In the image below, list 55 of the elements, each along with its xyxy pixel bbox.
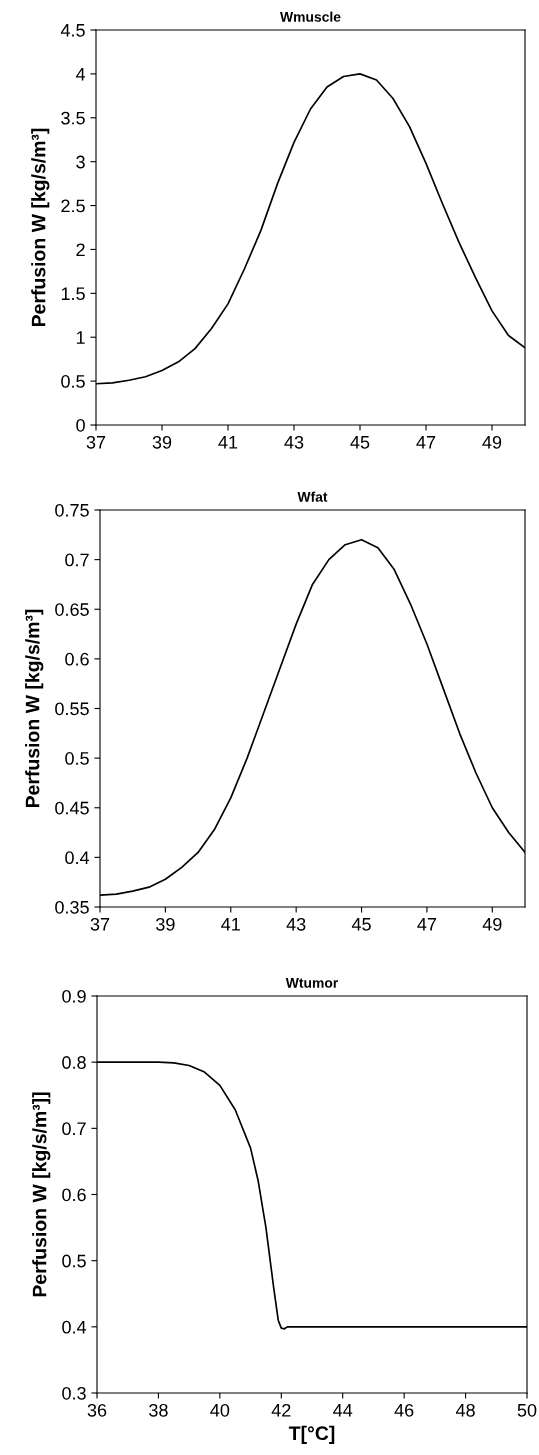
x-tick-label: 36 (87, 1403, 107, 1417)
y-tick-label: 1.5 (61, 287, 85, 301)
x-tick-label: 44 (333, 1404, 353, 1417)
y-tick-label: 0.5 (65, 752, 89, 765)
y-tick-label: 0.65 (55, 603, 89, 616)
y-tick-label: 0.6 (62, 1188, 86, 1202)
x-tick-label: 48 (455, 1403, 475, 1417)
y-tick-label: 0 (76, 418, 85, 432)
y-tick-label: 0.5 (61, 375, 85, 388)
x-tick-label: 41 (221, 918, 240, 931)
y-tick-label: 0.55 (55, 702, 89, 716)
y-axis-title: Perfusion W [kg/s/m³] (25, 609, 44, 808)
y-tick-label: 0.6 (65, 652, 89, 666)
x-tick-label: 41 (218, 436, 238, 449)
y-tick-label: 0.9 (62, 989, 86, 1003)
y-tick-label: 3.5 (61, 111, 85, 125)
x-tick-label: 39 (152, 435, 172, 449)
y-tick-label: 0.4 (65, 851, 90, 865)
y-tick-label: 2 (76, 243, 85, 256)
x-tick-label: 49 (482, 435, 502, 449)
x-tick-label: 47 (417, 918, 437, 931)
x-tick-label: 42 (271, 1403, 291, 1417)
y-tick-label: 0.8 (62, 1056, 86, 1069)
y-tick-label: 0.5 (62, 1254, 86, 1268)
chart-title: Wfat (297, 491, 328, 502)
y-tick-label: 0.7 (62, 1122, 86, 1136)
x-tick-label: 49 (482, 917, 502, 931)
y-tick-label: 3 (76, 155, 85, 169)
y-tick-label: 0.75 (55, 503, 89, 517)
x-axis-title: T[°C] (288, 1425, 335, 1444)
x-tick-label: 40 (210, 1403, 230, 1417)
y-axis-title: Perfusion W [kg/s/m³]] (32, 1092, 51, 1297)
x-tick-label: 37 (90, 917, 110, 931)
y-tick-label: 4.5 (60, 24, 85, 37)
y-tick-label: 1 (76, 331, 85, 344)
x-tick-label: 45 (351, 918, 371, 931)
x-tick-label: 45 (350, 436, 370, 449)
x-tick-label: 50 (517, 1403, 537, 1417)
x-tick-label: 47 (416, 436, 436, 449)
y-tick-label: 0.3 (62, 1386, 86, 1400)
y-tick-label: 2.5 (61, 199, 85, 213)
y-tick-label: 0.45 (55, 801, 89, 815)
x-tick-label: 43 (284, 435, 304, 449)
y-tick-label: 4 (75, 68, 86, 81)
x-tick-label: 37 (86, 435, 106, 449)
y-tick-label: 0.35 (55, 900, 89, 914)
x-tick-label: 46 (394, 1403, 414, 1417)
x-tick-label: 43 (286, 917, 306, 931)
y-axis-title: Perfusion W [kg/s/m³] (31, 128, 50, 327)
chart-title: Wmuscle (280, 11, 341, 22)
y-tick-label: 0.4 (62, 1320, 87, 1334)
y-tick-label: 0.7 (65, 553, 89, 567)
chart-title: Wtumor (285, 978, 339, 988)
x-tick-label: 39 (156, 917, 175, 931)
x-tick-label: 38 (149, 1403, 168, 1417)
